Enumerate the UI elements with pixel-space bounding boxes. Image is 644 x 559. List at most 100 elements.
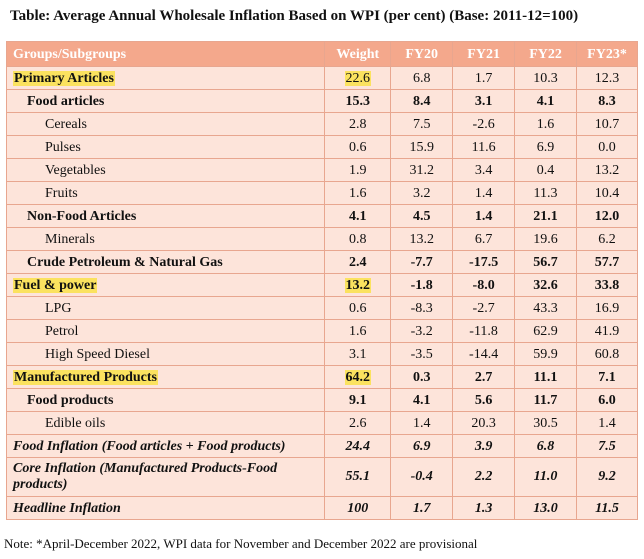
fy20-cell: 1.7: [390, 496, 454, 520]
table-row: Primary Articles 22.6 6.8 1.7 10.3 12.3: [5, 66, 638, 90]
fy21-cell: -8.0: [452, 273, 516, 297]
fy20-cell: -8.3: [390, 296, 454, 320]
header-groups: Groups/Subgroups: [5, 41, 326, 67]
table-row: Fuel & power 13.2 -1.8 -8.0 32.6 33.8: [5, 273, 638, 297]
row-label: Core Inflation (Manufactured Products-Fo…: [5, 457, 326, 497]
fy21-cell: 1.4: [452, 204, 516, 228]
fy20-cell: 31.2: [390, 158, 454, 182]
table-row: Pulses 0.6 15.9 11.6 6.9 0.0: [5, 135, 638, 159]
fy21-cell: 1.3: [452, 496, 516, 520]
weight-cell: 1.9: [324, 158, 392, 182]
table-row: Food Inflation (Food articles + Food pro…: [5, 434, 638, 458]
fy21-cell: 1.7: [452, 66, 516, 90]
weight-cell: 3.1: [324, 342, 392, 366]
weight-cell: 13.2: [324, 273, 392, 297]
table-row: Cereals 2.8 7.5 -2.6 1.6 10.7: [5, 112, 638, 136]
weight-cell: 0.6: [324, 296, 392, 320]
fy22-cell: 11.7: [514, 388, 577, 412]
highlighted-weight: 64.2: [344, 369, 372, 385]
fy21-cell: 20.3: [452, 411, 516, 435]
table-row: Headline Inflation 100 1.7 1.3 13.0 11.5: [5, 496, 638, 520]
fy20-cell: -7.7: [390, 250, 454, 274]
fy23-cell: 60.8: [576, 342, 638, 366]
fy20-cell: 13.2: [390, 227, 454, 251]
fy21-cell: 3.9: [452, 434, 516, 458]
row-label: Cereals: [5, 112, 326, 136]
fy23-cell: 8.3: [576, 89, 638, 113]
fy20-cell: -0.4: [390, 457, 454, 497]
row-label: LPG: [5, 296, 326, 320]
fy23-cell: 57.7: [576, 250, 638, 274]
table-row: Manufactured Products 64.2 0.3 2.7 11.1 …: [5, 365, 638, 389]
weight-cell: 0.6: [324, 135, 392, 159]
weight-cell: 4.1: [324, 204, 392, 228]
fy21-cell: -2.6: [452, 112, 516, 136]
fy22-cell: 19.6: [514, 227, 577, 251]
row-label: Edible oils: [5, 411, 326, 435]
fy21-cell: 11.6: [452, 135, 516, 159]
header-fy23: FY23*: [576, 41, 638, 67]
fy22-cell: 59.9: [514, 342, 577, 366]
table-row: LPG 0.6 -8.3 -2.7 43.3 16.9: [5, 296, 638, 320]
weight-cell: 15.3: [324, 89, 392, 113]
fy23-cell: 13.2: [576, 158, 638, 182]
fy21-cell: 1.4: [452, 181, 516, 205]
fy21-cell: 3.1: [452, 89, 516, 113]
header-fy22: FY22: [514, 41, 577, 67]
table-row: Fruits 1.6 3.2 1.4 11.3 10.4: [5, 181, 638, 205]
fy23-cell: 7.5: [576, 434, 638, 458]
row-label: Fuel & power: [5, 273, 326, 297]
row-label: Food Inflation (Food articles + Food pro…: [5, 434, 326, 458]
fy23-cell: 16.9: [576, 296, 638, 320]
weight-cell: 64.2: [324, 365, 392, 389]
row-label: Crude Petroleum & Natural Gas: [5, 250, 326, 274]
fy22-cell: 11.1: [514, 365, 577, 389]
row-label: Pulses: [5, 135, 326, 159]
weight-cell: 2.8: [324, 112, 392, 136]
header-weight: Weight: [324, 41, 392, 67]
row-label: Minerals: [5, 227, 326, 251]
fy21-cell: -17.5: [452, 250, 516, 274]
fy22-cell: 56.7: [514, 250, 577, 274]
weight-cell: 55.1: [324, 457, 392, 497]
fy21-cell: 2.2: [452, 457, 516, 497]
fy22-cell: 32.6: [514, 273, 577, 297]
fy20-cell: 6.9: [390, 434, 454, 458]
fy22-cell: 43.3: [514, 296, 577, 320]
fy21-cell: 5.6: [452, 388, 516, 412]
fy22-cell: 11.0: [514, 457, 577, 497]
row-label: Food products: [5, 388, 326, 412]
weight-cell: 1.6: [324, 181, 392, 205]
highlighted-label: Manufactured Products: [13, 369, 158, 385]
fy22-cell: 21.1: [514, 204, 577, 228]
weight-cell: 22.6: [324, 66, 392, 90]
row-label: Primary Articles: [5, 66, 326, 90]
highlighted-label: Fuel & power: [13, 277, 98, 293]
fy22-cell: 10.3: [514, 66, 577, 90]
table-row: Petrol 1.6 -3.2 -11.8 62.9 41.9: [5, 319, 638, 343]
fy23-cell: 6.2: [576, 227, 638, 251]
fy22-cell: 1.6: [514, 112, 577, 136]
table-row: Minerals 0.8 13.2 6.7 19.6 6.2: [5, 227, 638, 251]
fy23-cell: 12.3: [576, 66, 638, 90]
table-row: Vegetables 1.9 31.2 3.4 0.4 13.2: [5, 158, 638, 182]
fy23-cell: 7.1: [576, 365, 638, 389]
fy21-cell: 6.7: [452, 227, 516, 251]
fy22-cell: 6.9: [514, 135, 577, 159]
weight-cell: 2.4: [324, 250, 392, 274]
fy22-cell: 6.8: [514, 434, 577, 458]
highlighted-label: Primary Articles: [13, 70, 115, 86]
table-row: Edible oils 2.6 1.4 20.3 30.5 1.4: [5, 411, 638, 435]
fy23-cell: 41.9: [576, 319, 638, 343]
row-label: High Speed Diesel: [5, 342, 326, 366]
fy22-cell: 4.1: [514, 89, 577, 113]
fy20-cell: 0.3: [390, 365, 454, 389]
highlighted-weight: 22.6: [344, 70, 372, 86]
weight-cell: 100: [324, 496, 392, 520]
row-label: Manufactured Products: [5, 365, 326, 389]
fy23-cell: 33.8: [576, 273, 638, 297]
fy23-cell: 6.0: [576, 388, 638, 412]
header-fy20: FY20: [390, 41, 454, 67]
fy23-cell: 10.4: [576, 181, 638, 205]
weight-cell: 0.8: [324, 227, 392, 251]
